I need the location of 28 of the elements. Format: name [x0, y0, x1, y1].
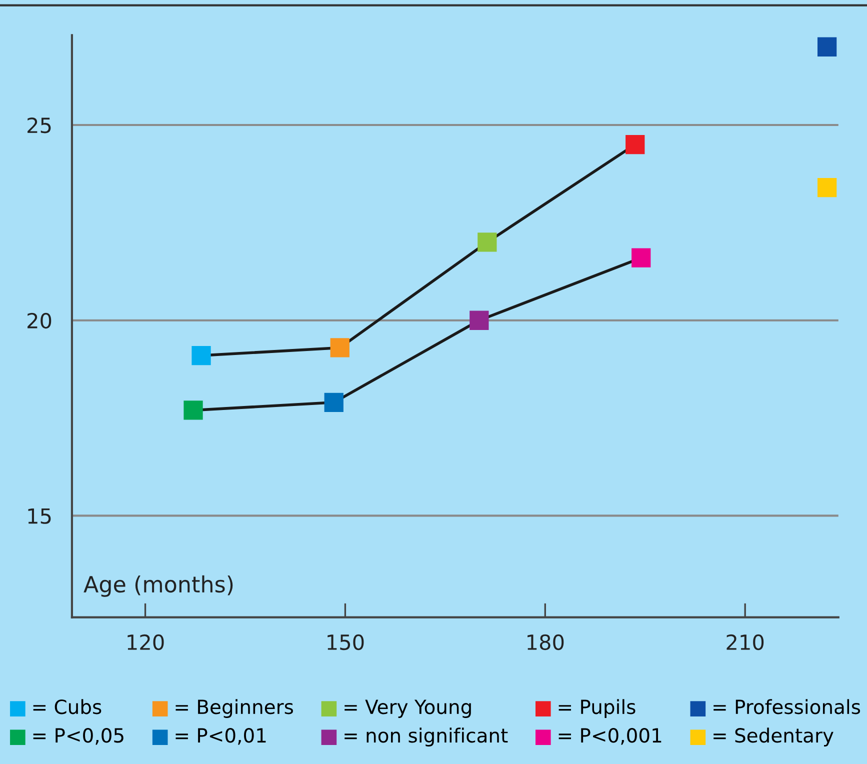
y-tick-label: 20 [28, 312, 52, 329]
legend-label: = P<0,001 [558, 728, 662, 745]
point [817, 178, 837, 198]
legend-label: = Very Young [344, 700, 471, 718]
point [324, 392, 344, 412]
point [330, 338, 350, 358]
x-tick-label: 210 [726, 634, 764, 650]
legend-label: = Sedentary [714, 728, 834, 746]
point [626, 134, 645, 154]
point [478, 232, 497, 252]
x-axis-title: Age (months) [84, 575, 233, 597]
point [192, 346, 211, 366]
y-tick-label: 15 [28, 508, 51, 524]
point [632, 248, 651, 268]
point [470, 310, 489, 330]
legend-label: = Pupils [558, 699, 636, 718]
legend-label: = Cubs [33, 699, 102, 714]
x-tick-label: 180 [528, 634, 564, 650]
x-tick-label: 120 [128, 634, 164, 650]
legend-label: = Professionals [714, 699, 860, 714]
y-tick-label: 25 [28, 117, 51, 134]
point [184, 400, 203, 420]
legend-label: = P<0,05 [33, 728, 124, 745]
legend-label: = non significant [344, 728, 508, 746]
point [817, 37, 837, 56]
x-tick-label: 150 [328, 634, 364, 650]
legend-label: = Beginners [176, 699, 293, 718]
legend-label: = P<0,01 [176, 728, 266, 745]
